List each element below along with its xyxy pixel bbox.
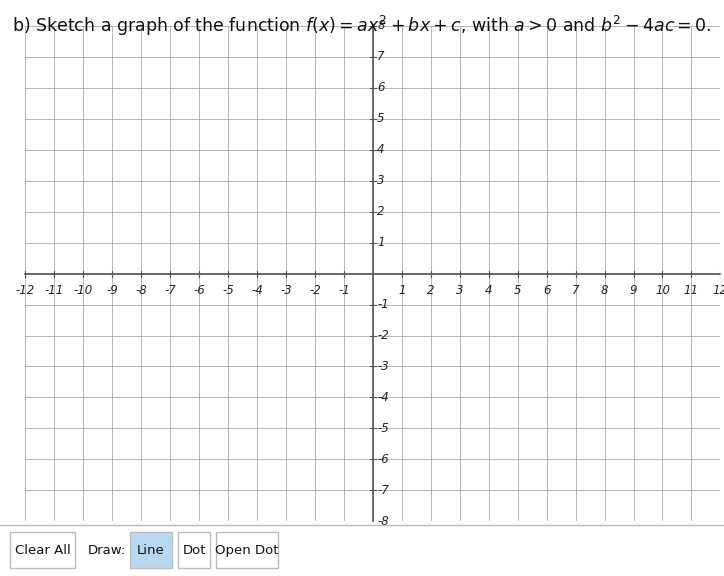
Text: b) Sketch a graph of the function $f(x) = ax^2 + bx + c$, with $a > 0$ and $b^2 : b) Sketch a graph of the function $f(x) … [12, 14, 712, 39]
Text: -2: -2 [377, 329, 389, 342]
Text: -4: -4 [377, 391, 389, 404]
Text: -3: -3 [377, 360, 389, 373]
Text: -3: -3 [280, 285, 292, 297]
Text: 3: 3 [456, 285, 463, 297]
Text: 6: 6 [543, 285, 550, 297]
Text: 2: 2 [427, 285, 434, 297]
Text: 1: 1 [398, 285, 405, 297]
Bar [10, 532, 75, 568]
Text: -7: -7 [377, 484, 389, 497]
Text: 1: 1 [377, 236, 384, 249]
Text: -6: -6 [193, 285, 205, 297]
Text: 5: 5 [377, 112, 384, 126]
Text: -9: -9 [106, 285, 118, 297]
Bar [130, 532, 172, 568]
Text: 3: 3 [377, 174, 384, 187]
Text: Open Dot: Open Dot [215, 544, 279, 556]
Text: -8: -8 [377, 515, 389, 528]
Text: 6: 6 [377, 81, 384, 94]
Text: 8: 8 [601, 285, 608, 297]
Text: -5: -5 [377, 422, 389, 435]
Text: -7: -7 [164, 285, 176, 297]
Text: -5: -5 [222, 285, 234, 297]
Text: 11: 11 [684, 285, 699, 297]
Text: Line: Line [137, 544, 165, 556]
Text: 7: 7 [572, 285, 579, 297]
Text: Dot: Dot [182, 544, 206, 556]
Text: Draw:: Draw: [88, 544, 126, 556]
Text: 5: 5 [514, 285, 521, 297]
Text: -4: -4 [251, 285, 263, 297]
Text: -6: -6 [377, 453, 389, 466]
Text: 2: 2 [377, 205, 384, 218]
Text: Clear All: Clear All [14, 544, 70, 556]
Text: -11: -11 [45, 285, 64, 297]
Text: 12: 12 [713, 285, 724, 297]
Text: 4: 4 [377, 143, 384, 156]
Text: -10: -10 [74, 285, 93, 297]
Text: 10: 10 [655, 285, 670, 297]
Text: -8: -8 [135, 285, 147, 297]
Text: -1: -1 [338, 285, 350, 297]
Text: 9: 9 [630, 285, 637, 297]
Text: 7: 7 [377, 50, 384, 63]
Bar [216, 532, 278, 568]
Text: 8: 8 [377, 20, 384, 32]
Text: -12: -12 [16, 285, 35, 297]
Text: -1: -1 [377, 298, 389, 311]
Text: -2: -2 [309, 285, 321, 297]
Text: 4: 4 [485, 285, 492, 297]
Bar [178, 532, 210, 568]
